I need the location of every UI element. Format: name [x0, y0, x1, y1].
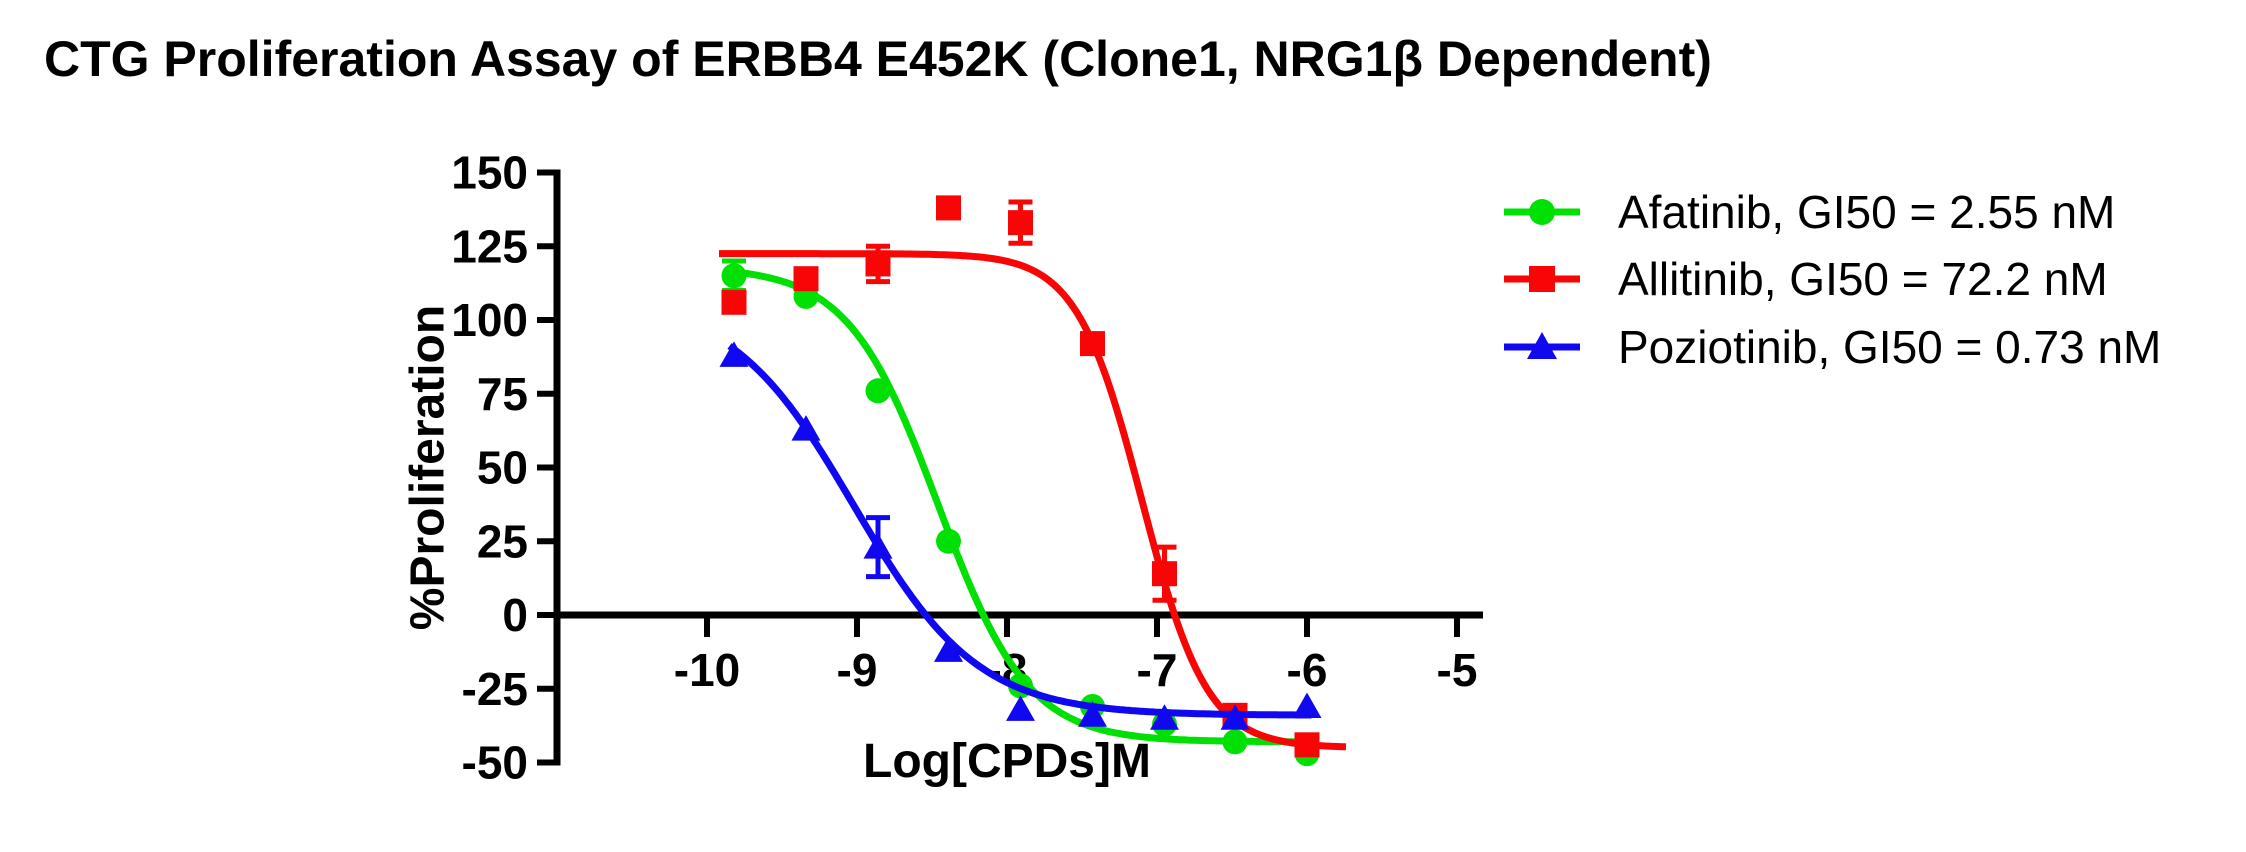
y-tick-label: 25: [477, 515, 528, 567]
data-point-marker: [936, 528, 961, 554]
data-point-marker: [1006, 695, 1035, 721]
data-point-marker: [863, 533, 893, 559]
legend-circle-icon: [1504, 199, 1580, 225]
x-tick-label: -10: [674, 644, 740, 696]
x-tick-label: -9: [837, 644, 878, 696]
data-point-marker: [719, 341, 749, 367]
data-point-marker: [1150, 704, 1179, 730]
y-axis-title: %Proliferation: [402, 305, 455, 630]
page-title: CTG Proliferation Assay of ERBB4 E452K (…: [44, 31, 1712, 87]
data-point-marker: [1152, 561, 1177, 587]
y-tick-label: -25: [462, 663, 528, 715]
legend-label: Afatinib, GI50 = 2.55 nM: [1618, 186, 2116, 238]
legend-item-afatinib: Afatinib, GI50 = 2.55 nM: [1502, 186, 2115, 238]
x-tick-label: -5: [1437, 644, 1478, 696]
legend-item-allitinib: Allitinib, GI50 = 72.2 nM: [1502, 253, 2108, 305]
data-point-marker: [865, 251, 891, 277]
data-point-marker: [721, 263, 747, 289]
series-poziotinib: [719, 341, 1322, 730]
data-point-marker: [1220, 704, 1250, 730]
data-point-marker: [1294, 732, 1320, 758]
legend-label: Poziotinib, GI50 = 0.73 nM: [1618, 321, 2162, 373]
data-point-marker: [793, 266, 819, 292]
data-point-marker: [721, 289, 747, 315]
y-tick-label: 0: [502, 589, 528, 641]
data-point-marker: [1222, 729, 1248, 755]
y-tick-label: 100: [451, 294, 528, 346]
y-tick-label: 125: [451, 220, 528, 272]
y-tick-label: 150: [451, 147, 528, 199]
data-point-marker: [1292, 692, 1322, 718]
data-point-marker: [791, 415, 821, 441]
legend-triangle-icon: [1504, 332, 1580, 359]
y-tick-label: -50: [462, 737, 528, 789]
legend-square-icon: [1504, 266, 1580, 292]
data-point-marker: [936, 195, 961, 221]
data-point-marker: [934, 636, 963, 662]
y-tick-label: 75: [477, 368, 528, 420]
series-allitinib: [719, 195, 1347, 758]
data-point-marker: [1080, 331, 1105, 357]
data-point-marker: [1078, 701, 1107, 727]
fit-curve-poziotinib: [727, 343, 1312, 719]
x-axis-title: Log[CPDs]M: [863, 735, 1151, 788]
x-tick-label: -7: [1137, 644, 1178, 696]
data-point-marker: [865, 378, 891, 404]
fit-curve-afatinib: [729, 267, 1312, 746]
legend-label: Allitinib, GI50 = 72.2 nM: [1618, 253, 2108, 305]
data-point-marker: [1008, 210, 1033, 236]
fit-curve-allitinib: [719, 250, 1347, 751]
x-tick-label: -6: [1287, 644, 1328, 696]
y-tick-label: 50: [477, 442, 528, 494]
legend-item-poziotinib: Poziotinib, GI50 = 0.73 nM: [1502, 321, 2161, 373]
